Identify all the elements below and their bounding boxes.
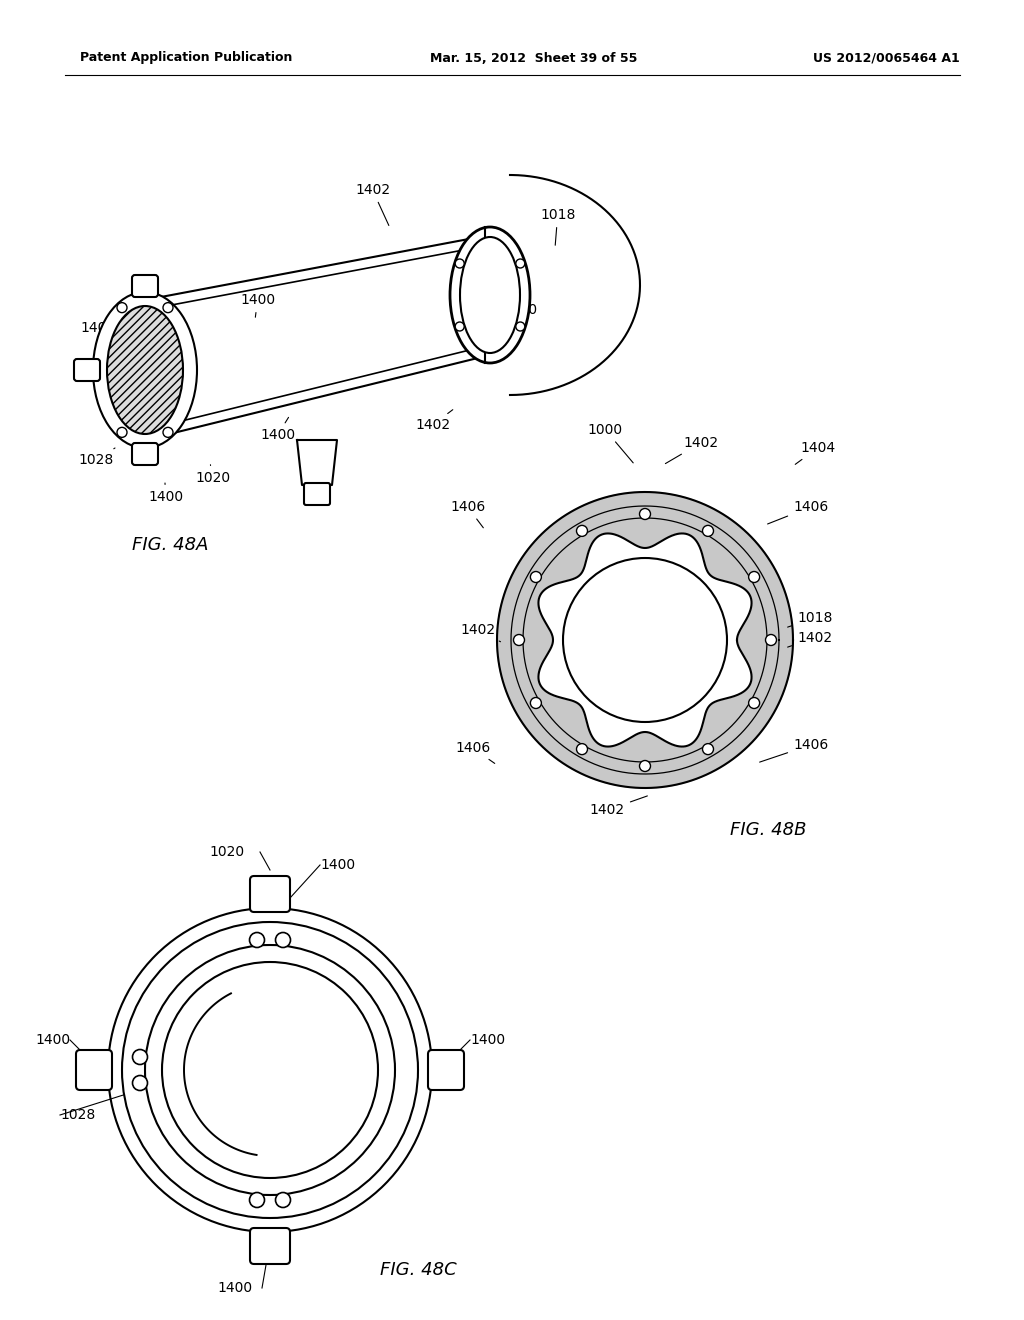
Circle shape [513,635,524,645]
Circle shape [702,743,714,755]
Text: 1402: 1402 [787,631,833,647]
Text: 1028: 1028 [60,1107,95,1122]
Polygon shape [539,533,752,747]
Circle shape [530,572,542,582]
FancyBboxPatch shape [304,483,330,506]
Text: Mar. 15, 2012  Sheet 39 of 55: Mar. 15, 2012 Sheet 39 of 55 [430,51,637,65]
Circle shape [117,428,127,437]
FancyBboxPatch shape [132,275,158,297]
Text: 1400: 1400 [319,858,355,873]
Text: 1020: 1020 [210,845,245,859]
Circle shape [640,760,650,771]
Text: 1020: 1020 [195,465,230,484]
FancyBboxPatch shape [250,1228,290,1265]
Circle shape [577,743,588,755]
Circle shape [122,921,418,1218]
Text: 1400: 1400 [240,293,275,317]
Circle shape [456,322,464,331]
Text: 1402: 1402 [460,623,501,642]
Text: 1000: 1000 [495,304,538,317]
Circle shape [250,1192,264,1208]
Text: FIG. 48B: FIG. 48B [730,821,807,840]
Circle shape [749,572,760,582]
Circle shape [766,635,776,645]
Text: Patent Application Publication: Patent Application Publication [80,51,293,65]
Ellipse shape [106,306,183,434]
Circle shape [577,525,588,536]
Text: 1400: 1400 [80,321,115,343]
Ellipse shape [450,227,530,363]
Text: 1400: 1400 [470,1034,505,1047]
Text: 1402: 1402 [666,436,718,463]
Text: 1406: 1406 [450,500,485,528]
Circle shape [456,259,464,268]
FancyBboxPatch shape [74,359,100,381]
Ellipse shape [460,238,520,352]
Text: 1406: 1406 [760,738,828,762]
Circle shape [250,932,264,948]
Circle shape [516,322,525,331]
Text: 1018: 1018 [787,611,833,627]
Circle shape [702,525,714,536]
Text: 1404: 1404 [796,441,836,465]
Circle shape [162,962,378,1177]
Text: 1018: 1018 [540,209,575,246]
Circle shape [530,697,542,709]
FancyBboxPatch shape [76,1049,112,1090]
Circle shape [117,302,127,313]
Circle shape [163,428,173,437]
Circle shape [132,1049,147,1064]
Polygon shape [497,492,793,788]
Text: 1402: 1402 [590,796,647,817]
Text: 1400: 1400 [35,1034,70,1047]
Text: 1028: 1028 [78,447,115,467]
Circle shape [132,1076,147,1090]
Circle shape [640,508,650,520]
FancyBboxPatch shape [132,444,158,465]
Text: FIG. 48A: FIG. 48A [132,536,208,554]
Ellipse shape [93,292,197,447]
Circle shape [145,945,395,1195]
Text: FIG. 48C: FIG. 48C [380,1261,457,1279]
Circle shape [516,259,525,268]
Circle shape [275,1192,291,1208]
Text: 1000: 1000 [588,422,633,463]
Circle shape [163,302,173,313]
Circle shape [749,697,760,709]
Circle shape [108,908,432,1232]
Text: 1402: 1402 [415,409,453,432]
Text: US 2012/0065464 A1: US 2012/0065464 A1 [813,51,961,65]
FancyBboxPatch shape [428,1049,464,1090]
Circle shape [563,558,727,722]
Text: 1402: 1402 [355,183,390,226]
Text: 1406: 1406 [768,500,828,524]
Circle shape [275,932,291,948]
Text: 1400: 1400 [148,483,183,504]
Text: 1400: 1400 [260,417,295,442]
Text: 1406: 1406 [455,741,495,763]
FancyBboxPatch shape [250,876,290,912]
Text: 1400: 1400 [217,1280,253,1295]
